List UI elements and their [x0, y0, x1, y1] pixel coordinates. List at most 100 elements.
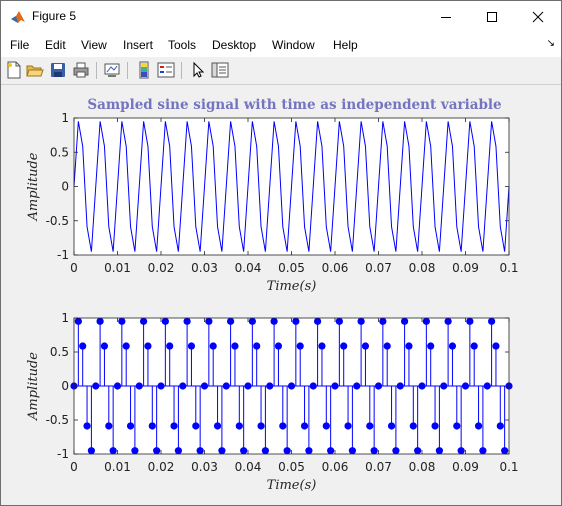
stem-marker [196, 447, 204, 455]
stem-marker [501, 447, 509, 455]
x-tick-label: 0.1 [499, 261, 518, 275]
stem-marker [344, 422, 352, 430]
stem-marker [187, 342, 196, 350]
print-icon[interactable] [72, 61, 90, 79]
menu-help[interactable]: Help [333, 38, 358, 52]
close-icon [532, 11, 544, 22]
stem-marker [153, 447, 161, 455]
stem-marker [453, 422, 461, 430]
y-tick-label: -0.5 [46, 413, 69, 427]
stem-marker [300, 422, 309, 430]
stem-marker [183, 317, 191, 325]
new-figure-icon[interactable] [5, 61, 23, 79]
link-plot-icon[interactable] [103, 61, 121, 79]
y-tick-label: -1 [57, 248, 69, 262]
x-tick-label: 0.04 [235, 460, 262, 474]
stem-marker [131, 447, 139, 455]
x-tick-label: 0.07 [365, 261, 392, 275]
colorbar-icon[interactable] [135, 61, 153, 79]
x-tick-label: 0.09 [452, 261, 479, 275]
y-tick-label: 0 [61, 180, 69, 194]
figure-canvas[interactable]: 0 0.01 0.02 0.03 0.04 0.05 0.06 0.07 0.08 0.09 0.1… [1, 85, 561, 505]
stem-marker [322, 422, 330, 430]
stem-marker [418, 382, 426, 390]
stem-marker [396, 382, 404, 390]
stem-marker [248, 317, 256, 325]
x-tick-label: 0.09 [452, 460, 479, 474]
stem-marker [126, 422, 135, 430]
menu-tools[interactable]: Tools [168, 38, 197, 52]
stem-marker [192, 422, 200, 430]
y-tick-label: 0.5 [50, 145, 69, 159]
stem-marker [244, 382, 252, 390]
x-tick-label: 0.01 [104, 261, 131, 275]
x-tick-label: 0.02 [148, 261, 175, 275]
property-editor-icon[interactable] [211, 61, 229, 79]
stem-marker [318, 342, 326, 350]
stem-marker [287, 382, 296, 390]
y-tick-label: -1 [57, 447, 69, 461]
stem-marker [213, 422, 222, 430]
x-tick-label: 0.08 [409, 261, 436, 275]
stem-marker [348, 447, 356, 455]
stem-marker [174, 447, 182, 455]
stem-marker [422, 317, 430, 325]
menu-insert[interactable]: Insert [123, 38, 154, 52]
stem-marker [274, 342, 283, 350]
stem-marker [261, 447, 269, 455]
stem-marker [379, 317, 387, 325]
stem-marker [457, 447, 465, 455]
stem-marker [218, 447, 226, 455]
dock-arrow-icon[interactable]: ↘ [546, 38, 555, 49]
stem-marker [496, 422, 504, 430]
maximize-icon [487, 11, 497, 22]
axes-2[interactable]: 0 0.01 0.02 0.03 0.04 0.05 0.06 0.07 0.08 0.09 0.1… [26, 311, 519, 493]
stem-marker [401, 317, 409, 325]
figure-toolbar [1, 57, 561, 85]
stem-marker [205, 317, 213, 325]
stem-marker [135, 382, 143, 390]
menu-view[interactable]: View [81, 38, 107, 52]
stem-marker [257, 422, 265, 430]
stem-marker [440, 382, 448, 390]
stem-marker [157, 382, 165, 390]
stem-marker [140, 317, 148, 325]
save-icon[interactable] [49, 61, 67, 79]
stem-marker [444, 317, 452, 325]
stem-marker [357, 317, 365, 325]
legend-icon[interactable] [157, 61, 175, 79]
menu-edit[interactable]: Edit [45, 38, 66, 52]
axes-1[interactable]: 0 0.01 0.02 0.03 0.04 0.05 0.06 0.07 0.08 0.09 0.1… [26, 97, 519, 294]
stem-marker [366, 422, 374, 430]
title-bar[interactable]: Figure 5 [1, 1, 561, 32]
menu-file[interactable]: File [10, 38, 30, 52]
x-tick-label: 0.04 [235, 261, 262, 275]
sine-line-series [73, 121, 510, 252]
menu-desktop[interactable]: Desktop [212, 38, 257, 52]
stem-marker [161, 317, 169, 325]
stem-marker [253, 342, 261, 350]
toolbar-separator [127, 62, 128, 79]
x-tick-label: 0.05 [278, 460, 305, 474]
menu-window[interactable]: Window [272, 38, 315, 52]
open-file-icon[interactable] [26, 61, 44, 79]
stem-marker [466, 317, 474, 325]
stem-marker [83, 422, 91, 430]
stem-marker [335, 317, 343, 325]
stem-marker [314, 317, 322, 325]
toolbar-separator [96, 62, 97, 79]
close-button[interactable] [515, 1, 561, 32]
pointer-icon[interactable] [189, 61, 207, 79]
x-tick-label: 0.02 [148, 460, 175, 474]
maximize-button[interactable] [469, 1, 515, 32]
stem-marker [474, 422, 483, 430]
x-tick-label: 0.03 [191, 460, 218, 474]
stem-marker [113, 382, 122, 390]
stem-marker [292, 317, 300, 325]
stem-marker [296, 342, 304, 350]
minimize-button[interactable] [423, 1, 469, 32]
stem-marker [431, 422, 439, 430]
stem-marker [270, 317, 278, 325]
stem-marker [409, 422, 417, 430]
stem-marker [87, 447, 95, 455]
